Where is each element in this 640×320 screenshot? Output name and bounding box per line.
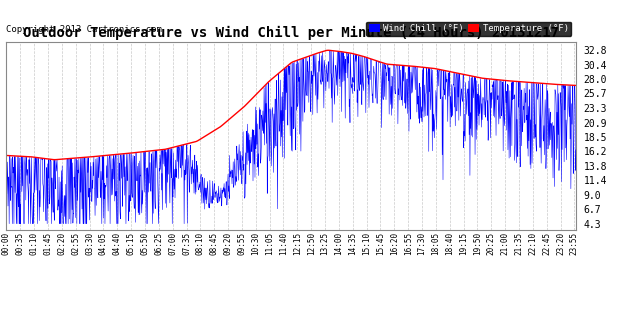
Legend: Wind Chill (°F), Temperature (°F): Wind Chill (°F), Temperature (°F) (366, 21, 572, 36)
Title: Outdoor Temperature vs Wind Chill per Minute (24 Hours) 20131217: Outdoor Temperature vs Wind Chill per Mi… (23, 26, 559, 40)
Text: Copyright 2013 Cartronics.com: Copyright 2013 Cartronics.com (6, 25, 163, 34)
